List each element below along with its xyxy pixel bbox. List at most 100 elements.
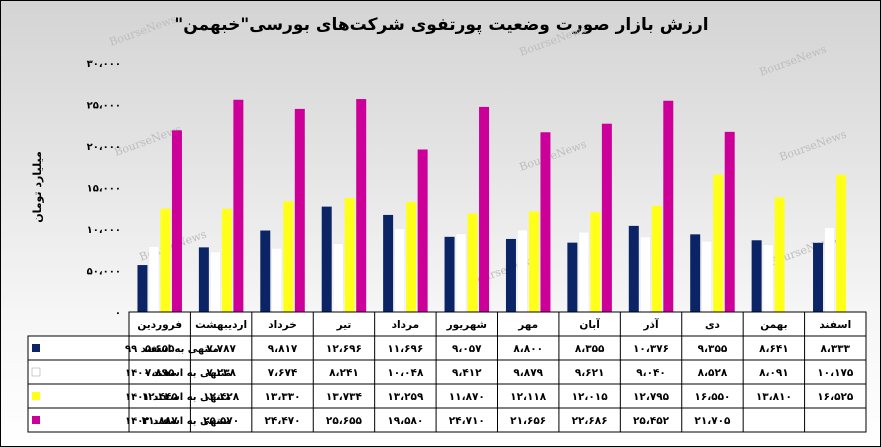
- data-cell: ۲۲،۶۸۶: [572, 415, 608, 427]
- data-cell: ۸،۲۴۱: [329, 367, 359, 379]
- bar: [294, 108, 305, 312]
- data-cell: ۲۵،۵۷۰: [203, 415, 239, 427]
- category-label: خرداد: [268, 319, 296, 331]
- bar: [774, 197, 785, 312]
- bar: [663, 100, 674, 312]
- y-tick-label: ۲۰،۰۰۰: [87, 142, 121, 153]
- category-label: مهر: [517, 319, 538, 331]
- data-cell: ۸،۶۴۱: [759, 343, 789, 355]
- watermark-text: BourseNews: [758, 42, 829, 78]
- bar: [210, 251, 221, 313]
- data-cell: ۱۳،۳۳۰: [265, 391, 301, 403]
- bar: [762, 244, 774, 313]
- bar: [540, 132, 551, 312]
- data-cell: ۷،۲۳۸: [206, 367, 236, 379]
- category-label: دی: [705, 319, 721, 331]
- category-label: آذر: [643, 318, 659, 331]
- bar: [701, 240, 712, 313]
- data-cell: ۱۲،۶۹۶: [326, 343, 362, 355]
- bar: [590, 212, 601, 312]
- legend-swatch: [32, 344, 40, 352]
- watermark-text: BourseNews: [108, 12, 179, 48]
- bar: [233, 99, 244, 312]
- bar: [505, 238, 516, 312]
- data-cell: ۱۶،۵۲۵: [817, 391, 854, 403]
- bar: [332, 243, 344, 313]
- category-label: اسفند: [819, 319, 851, 331]
- category-label: بهمن: [760, 319, 787, 331]
- bar: [467, 213, 478, 312]
- bar: [221, 208, 232, 312]
- y-tick-label: ۰: [115, 308, 121, 319]
- bar: [455, 233, 467, 313]
- data-cell: ۱۲،۰۱۵: [572, 391, 609, 403]
- data-cell: ۹،۴۱۲: [452, 367, 482, 379]
- bar: [406, 201, 417, 312]
- bar: [356, 99, 367, 312]
- chart-title: ارزش بازار صورت وضعیت پورتفوی شرکت‌های ب…: [174, 15, 709, 35]
- legend-label: منتهی به اسفند ۱۴۰۲: [125, 416, 231, 427]
- bar: [260, 230, 271, 312]
- bar: [394, 228, 405, 313]
- data-cell: ۱۰،۳۷۶: [633, 343, 669, 355]
- bar: [417, 149, 428, 312]
- data-cell: ۲۱،۶۵۶: [510, 415, 546, 427]
- category-label: آبان: [579, 318, 600, 331]
- data-cell: ۹،۳۵۵: [698, 343, 728, 355]
- data-cell: ۸،۳۵۵: [575, 343, 605, 355]
- legend-label: منتهی به اسفند ۹۹: [125, 344, 219, 355]
- data-cell: ۱۳،۲۵۹: [387, 391, 424, 403]
- data-cell: ۹،۸۱۷: [268, 343, 298, 355]
- data-cell: ۱۲،۴۲۸: [203, 391, 240, 403]
- bar: [628, 225, 639, 312]
- data-cell: ۲۵،۴۵۲: [633, 415, 670, 427]
- data-cell: ۹،۰۴۰: [636, 367, 666, 379]
- y-tick-label: ۳۰،۰۰۰: [87, 59, 121, 70]
- data-cell: ۱۱،۶۹۶: [387, 343, 423, 355]
- data-cell: ۱۳،۸۱۰: [756, 391, 792, 403]
- data-cell: ۱۲،۱۱۸: [510, 391, 547, 403]
- data-cell: ۸،۸۰۰: [513, 343, 543, 355]
- data-cell: ۱۶،۵۵۰: [694, 391, 730, 403]
- bar: [148, 246, 160, 313]
- bar: [283, 201, 294, 312]
- y-tick-label: ۵۰،۰۰۰: [87, 267, 121, 278]
- bar: [171, 130, 182, 312]
- bar: [344, 198, 355, 312]
- bar: [517, 229, 528, 313]
- y-axis-label: میلیارد تومان: [31, 151, 44, 223]
- bar: [724, 131, 735, 312]
- data-cell: ۷،۷۸۷: [206, 343, 236, 355]
- data-cell: ۲۱،۸۸۷: [142, 415, 179, 427]
- data-cell: ۲۱،۷۰۵: [694, 415, 731, 427]
- data-cell: ۵،۶۵۵: [145, 343, 175, 355]
- bar: [528, 211, 539, 312]
- y-tick-label: ۱۵،۰۰۰: [87, 184, 121, 195]
- legend-label: منتهی به اسفند ۱۴۰۱: [125, 392, 231, 403]
- category-label: اردیبهشت: [195, 319, 247, 331]
- bar: [160, 208, 171, 312]
- data-cell: ۹،۶۲۱: [575, 367, 605, 379]
- bar: [444, 236, 455, 312]
- data-cell: ۱۲،۴۴۵: [142, 391, 179, 403]
- watermark-text: BourseNews: [778, 127, 849, 163]
- data-cell: ۹،۸۷۹: [513, 367, 543, 379]
- bar: [567, 242, 578, 312]
- bar: [751, 240, 762, 312]
- y-tick-label: ۲۵،۰۰۰: [87, 101, 121, 112]
- data-cell: ۱۳،۷۳۴: [326, 391, 363, 403]
- bar: [578, 231, 590, 313]
- bar: [271, 248, 283, 313]
- category-label: شهریور: [446, 319, 487, 331]
- legend-swatch: [32, 416, 40, 424]
- bar: [640, 236, 651, 313]
- data-cell: ۱۰،۱۷۵: [817, 367, 854, 379]
- category-label: مرداد: [392, 319, 419, 331]
- legend-label: منتهی به اسفند ۱۴۰۰: [125, 368, 231, 379]
- data-cell: ۱۱،۸۷۰: [449, 391, 485, 403]
- data-cell: ۷،۶۷۴: [268, 367, 298, 379]
- y-tick-label: ۱۰،۰۰۰: [87, 225, 121, 236]
- data-cell: ۸،۳۳۳: [820, 343, 850, 355]
- bar: [824, 227, 835, 313]
